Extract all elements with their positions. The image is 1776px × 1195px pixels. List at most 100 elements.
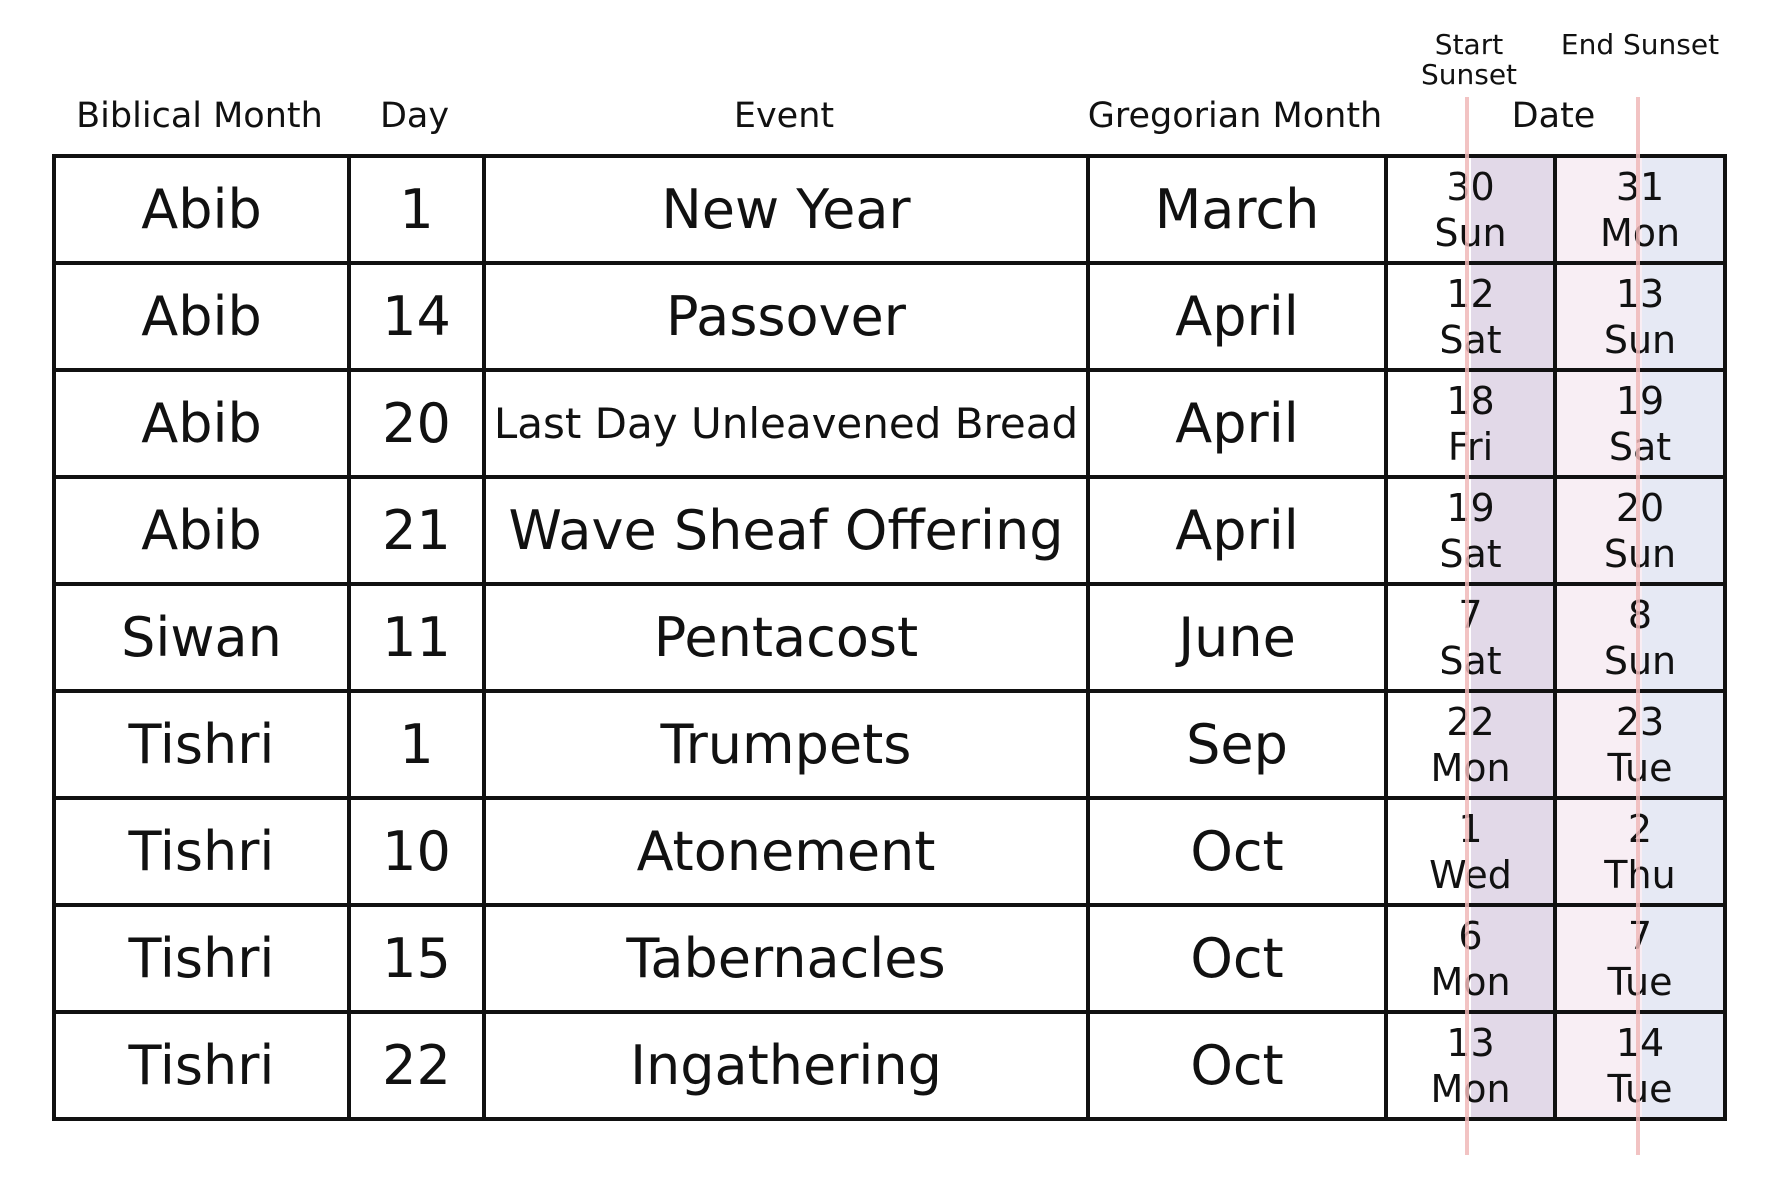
start-weekday: Mon	[1430, 959, 1511, 1004]
start-weekday: Sat	[1439, 638, 1502, 683]
start-date-cell: 1 Wed	[1384, 796, 1557, 907]
header-gregorian-month: Gregorian Month	[1087, 96, 1383, 136]
header-date: Date	[1511, 96, 1596, 136]
start-date-cell: 13 Mon	[1384, 1010, 1557, 1121]
start-date-cell: 22 Mon	[1384, 689, 1557, 800]
end-weekday: Sun	[1559, 638, 1721, 684]
gregorian-month-cell: Oct	[1086, 903, 1388, 1014]
end-weekday: Sun	[1559, 317, 1721, 363]
end-date: 31	[1559, 164, 1721, 210]
start-date-cell: 30 Sun	[1384, 154, 1557, 265]
header-start-sunset: Start Sunset	[1420, 28, 1518, 91]
start-weekday: Mon	[1430, 1066, 1511, 1111]
header-end-sunset: End Sunset	[1560, 28, 1720, 61]
end-weekday: Tue	[1607, 1066, 1673, 1111]
end-date: 23	[1559, 699, 1721, 745]
biblical-month-cell: Abib	[52, 475, 351, 586]
end-date: 7	[1627, 913, 1653, 958]
end-date-cell: 23Tue	[1553, 689, 1727, 800]
day-cell: 11	[347, 582, 486, 693]
end-weekday: Sun	[1559, 531, 1721, 577]
event-cell: Last Day Unleavened Bread	[482, 368, 1090, 479]
day-cell: 22	[347, 1010, 486, 1121]
start-date-cell: 6 Mon	[1384, 903, 1557, 1014]
start-weekday: Sat	[1439, 317, 1502, 362]
end-date: 20	[1559, 485, 1721, 531]
table-row: Abib 20 Last Day Unleavened Bread April 18 Fr…	[52, 368, 1727, 479]
end-date: 8	[1627, 592, 1653, 637]
table-row: Tishri22IngatheringOct13Mon14Tue	[52, 1010, 1727, 1121]
start-sunset-line	[1465, 97, 1469, 1155]
biblical-month-cell: Tishri	[52, 1010, 351, 1121]
table-row: Tishri10AtonementOct1Wed2Thu	[52, 796, 1727, 907]
gregorian-month-cell: March	[1086, 154, 1388, 265]
start-date: 18	[1446, 378, 1495, 423]
biblical-month-cell: Abib	[52, 368, 351, 479]
table-row: Tishri1TrumpetsSep22Mon23Tue	[52, 689, 1727, 800]
day-cell: 14	[347, 261, 486, 372]
start-date: 6	[1458, 913, 1483, 958]
end-weekday: Tue	[1607, 745, 1673, 790]
day-cell: 1	[347, 689, 486, 800]
start-weekday: Wed	[1429, 852, 1512, 897]
event-cell: Passover	[482, 261, 1090, 372]
biblical-month-cell: Tishri	[52, 689, 351, 800]
event-cell: Ingathering	[482, 1010, 1090, 1121]
gregorian-month-cell: Sep	[1086, 689, 1388, 800]
gregorian-month-cell: April	[1086, 368, 1388, 479]
start-date: 12	[1446, 271, 1495, 316]
start-date: 1	[1458, 806, 1483, 851]
table-row: Siwan11PentacostJune7Sat8Sun	[52, 582, 1727, 693]
day-cell: 1	[347, 154, 486, 265]
end-date-cell: 13Sun	[1553, 261, 1727, 372]
event-cell: Atonement	[482, 796, 1090, 907]
gregorian-month-cell: April	[1086, 261, 1388, 372]
start-date: 7	[1458, 592, 1483, 637]
end-weekday: Thu	[1559, 852, 1721, 898]
event-cell: New Year	[482, 154, 1090, 265]
header-event: Event	[733, 96, 835, 136]
end-date: 14	[1559, 1020, 1721, 1066]
start-date-cell: 7 Sat	[1384, 582, 1557, 693]
start-weekday: Sun	[1434, 210, 1507, 255]
biblical-month-cell: Siwan	[52, 582, 351, 693]
day-cell: 21	[347, 475, 486, 586]
end-weekday: Mon	[1599, 210, 1681, 255]
event-cell: Trumpets	[482, 689, 1090, 800]
end-weekday: Sat	[1608, 424, 1672, 469]
table-row: Tishri 15 Tabernacles Oct 6 Mon 7 Tue	[52, 903, 1727, 1014]
start-weekday: Fri	[1447, 424, 1494, 469]
end-weekday: Tue	[1607, 959, 1673, 1004]
end-date-cell: 8Sun	[1553, 582, 1727, 693]
start-date: 30	[1446, 164, 1495, 209]
gregorian-month-cell: Oct	[1086, 1010, 1388, 1121]
table-row: Abib14PassoverApril12Sat13Sun	[52, 261, 1727, 372]
biblical-month-cell: Tishri	[52, 796, 351, 907]
biblical-month-cell: Abib	[52, 154, 351, 265]
end-date-cell: 2Thu	[1553, 796, 1727, 907]
start-weekday: Sat	[1439, 531, 1502, 576]
gregorian-month-cell: April	[1086, 475, 1388, 586]
end-date-cell: 7 Tue	[1553, 903, 1727, 1014]
biblical-month-cell: Tishri	[52, 903, 351, 1014]
end-date: 13	[1559, 271, 1721, 317]
event-cell: Tabernacles	[482, 903, 1090, 1014]
end-date: 19	[1559, 378, 1721, 424]
start-date-cell: 19 Sat	[1384, 475, 1557, 586]
day-cell: 15	[347, 903, 486, 1014]
event-cell: Pentacost	[482, 582, 1090, 693]
day-cell: 10	[347, 796, 486, 907]
gregorian-month-cell: June	[1086, 582, 1388, 693]
header-biblical-month: Biblical Month	[76, 96, 323, 136]
end-date-cell: 31Mon	[1553, 154, 1727, 265]
event-cell: Wave Sheaf Offering	[482, 475, 1090, 586]
end-date-cell: 14Tue	[1553, 1010, 1727, 1121]
start-date-cell: 18 Fri	[1384, 368, 1557, 479]
day-cell: 20	[347, 368, 486, 479]
start-date: 22	[1446, 699, 1495, 744]
header-day: Day	[379, 96, 450, 136]
